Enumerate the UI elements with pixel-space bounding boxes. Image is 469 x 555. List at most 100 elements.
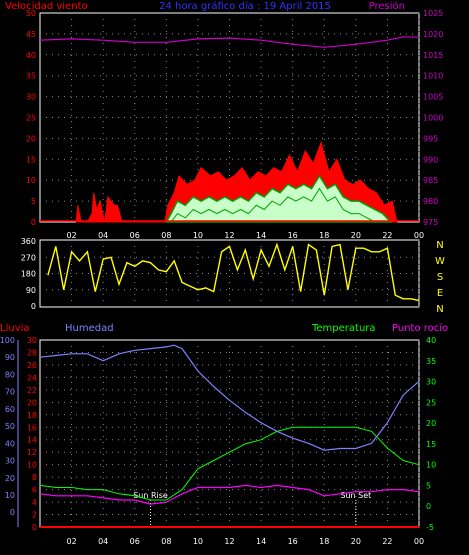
x-tick-label: 18: [319, 537, 329, 546]
rain-tick: 22: [27, 386, 37, 395]
humidity-tick: 50: [5, 422, 15, 431]
wind-speed-axis-label: Velocidad viento: [5, 1, 88, 12]
rain-axis-label: Lluvia: [0, 323, 30, 334]
wind-low-line: [166, 187, 391, 223]
direction-tick: 90: [26, 286, 36, 295]
pressure-line: [39, 36, 420, 48]
wind-pressure-panel: 0510152025303540455097598098599099510001…: [26, 9, 444, 240]
humidity-tick: 40: [5, 439, 15, 448]
temperature-tick: 0: [426, 502, 431, 511]
rain-tick: 18: [27, 411, 37, 420]
direction-tick: 180: [21, 270, 36, 279]
humidity-tick: 10: [5, 491, 15, 500]
sun-marker-label: Sun Set: [340, 491, 371, 500]
humidity-line: [39, 344, 420, 451]
x-tick-label: 00: [414, 231, 424, 240]
wind-speed-tick: 45: [26, 30, 36, 39]
rain-tick: 8: [32, 473, 37, 482]
temperature-tick: 40: [426, 336, 436, 345]
x-tick-label: 20: [351, 537, 361, 546]
x-tick-label: 16: [288, 231, 298, 240]
pressure-tick: 990: [423, 155, 438, 164]
temperature-tick: 15: [426, 440, 436, 449]
x-tick-label: 18: [319, 231, 329, 240]
temperature-tick: 20: [426, 419, 436, 428]
pressure-tick: 995: [423, 134, 438, 143]
humidity-temperature-panel: 0246810121416182022242628300102030405060…: [0, 336, 436, 546]
humidity-tick: 90: [5, 353, 15, 362]
x-tick-label: 04: [98, 231, 108, 240]
pressure-tick: 985: [423, 176, 438, 185]
direction-tick: 360: [21, 237, 36, 246]
compass-label: N: [436, 304, 443, 315]
x-tick-label: 20: [351, 231, 361, 240]
temperature-line: [39, 426, 420, 501]
temperature-tick: 10: [426, 461, 436, 470]
dewpoint-axis-label: Punto rocío: [392, 322, 448, 334]
pressure-tick: 1015: [423, 51, 443, 60]
x-tick-label: 12: [224, 537, 234, 546]
x-tick-label: 16: [288, 537, 298, 546]
pressure-tick: 1000: [423, 114, 443, 123]
temperature-tick: 30: [426, 378, 436, 387]
wind-speed-tick: 5: [31, 197, 36, 206]
rain-tick: 28: [27, 348, 37, 357]
x-tick-label: 06: [130, 231, 140, 240]
temperature-tick: 5: [426, 481, 431, 490]
x-tick-label: 04: [98, 537, 108, 546]
wind-speed-tick: 10: [26, 176, 36, 185]
wind-speed-tick: 0: [31, 218, 36, 227]
x-tick-label: 14: [256, 231, 266, 240]
pressure-tick: 1020: [423, 30, 443, 39]
rain-tick: 26: [27, 361, 37, 370]
x-tick-label: 10: [193, 537, 203, 546]
direction-tick: 0: [31, 302, 36, 311]
rain-tick: 14: [27, 436, 37, 445]
rain-tick: 24: [27, 373, 37, 382]
sun-marker-label: Sun Rise: [133, 491, 168, 500]
x-tick-label: 22: [382, 537, 392, 546]
x-tick-label: 00: [414, 537, 424, 546]
rain-tick: 16: [27, 423, 37, 432]
wind-speed-tick: 25: [26, 114, 36, 123]
wind-speed-tick: 50: [26, 9, 36, 18]
x-tick-label: 22: [382, 231, 392, 240]
humidity-tick: 0: [10, 508, 15, 517]
temperature-tick: 35: [426, 357, 436, 366]
humidity-tick: 20: [5, 474, 15, 483]
wind-speed-tick: 40: [26, 51, 36, 60]
wind-speed-tick: 30: [26, 93, 36, 102]
compass-label: N: [436, 240, 443, 251]
x-tick-label: 06: [130, 537, 140, 546]
humidity-tick: 60: [5, 405, 15, 414]
rain-tick: 20: [27, 398, 37, 407]
humidity-axis-label: Humedad: [65, 323, 114, 334]
x-tick-label: 08: [161, 231, 171, 240]
rain-tick: 2: [32, 511, 37, 520]
rain-tick: 30: [27, 336, 37, 345]
humidity-tick: 100: [0, 336, 15, 345]
pressure-tick: 975: [423, 218, 438, 227]
plot-frame: [39, 239, 420, 308]
wind-speed-tick: 35: [26, 72, 36, 81]
compass-label: S: [437, 272, 443, 283]
rain-tick: 12: [27, 448, 37, 457]
temperature-tick: -5: [426, 523, 434, 532]
direction-tick: 270: [21, 253, 36, 262]
wind-speed-tick: 15: [26, 155, 36, 164]
pressure-tick: 980: [423, 197, 438, 206]
plot-frame: [39, 339, 420, 528]
rain-tick: 0: [32, 523, 37, 532]
x-tick-label: 02: [66, 537, 76, 546]
pressure-tick: 1005: [423, 93, 443, 102]
humidity-tick: 70: [5, 388, 15, 397]
rain-tick: 6: [32, 486, 37, 495]
temperature-axis-label: Temperatura: [311, 323, 376, 334]
compass-label: E: [437, 288, 443, 299]
chart-title: 24 hora gráfico día : 19 April 2015: [159, 0, 331, 12]
x-tick-label: 14: [256, 537, 266, 546]
x-tick-label: 02: [66, 231, 76, 240]
compass-label: W: [435, 256, 445, 267]
